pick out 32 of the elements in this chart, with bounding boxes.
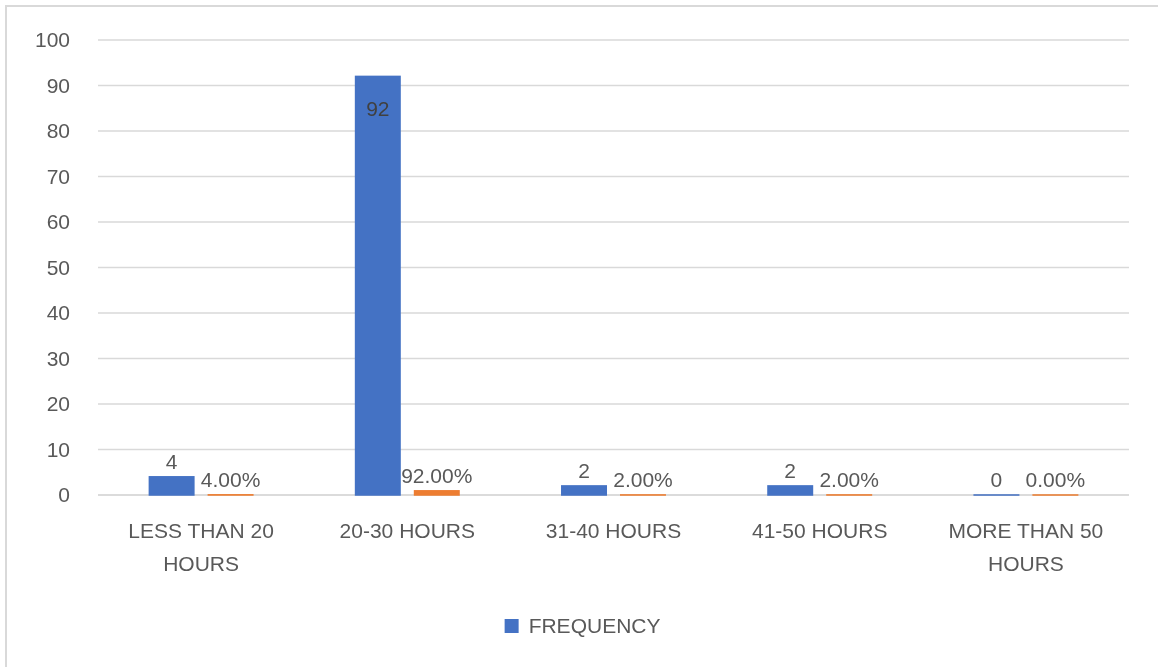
y-tick-label: 50 [46, 255, 70, 279]
y-tick-label: 70 [46, 164, 70, 188]
x-tick-label: 20-30 HOURS [339, 519, 475, 542]
data-label: 4.00% [200, 467, 261, 491]
bar [148, 476, 195, 496]
bar [767, 485, 814, 496]
x-tick-label: LESS THAN 20 HOURS [128, 519, 274, 575]
y-tick-label: 0 [58, 483, 70, 507]
data-label: 92 [366, 97, 390, 121]
data-label: 92.00% [401, 463, 473, 487]
y-tick-label: 40 [46, 301, 70, 325]
x-tick-label: MORE THAN 50 HOURS [948, 519, 1104, 575]
y-tick-label: 60 [46, 210, 70, 234]
bar [354, 75, 401, 496]
y-tick-label: 100 [34, 28, 70, 52]
x-tick-label: 41-50 HOURS [752, 519, 888, 542]
y-tick-label: 30 [46, 346, 70, 370]
data-label: 0 [990, 468, 1003, 491]
data-label: 0.00% [1025, 468, 1086, 491]
data-label: 4 [165, 449, 178, 473]
legend-label: FREQUENCY [528, 614, 661, 638]
bar [561, 485, 607, 496]
y-tick-label: 80 [46, 119, 70, 143]
y-tick-label: 20 [46, 392, 70, 416]
bar [413, 490, 460, 496]
data-label: 2 [578, 458, 590, 482]
x-tick-label: 31-40 HOURS [545, 519, 682, 542]
data-label: 2.00% [819, 467, 879, 491]
y-tick-label: 90 [46, 73, 70, 97]
y-tick-label: 10 [46, 437, 70, 461]
data-label: 2.00% [613, 467, 673, 491]
data-label: 2 [784, 458, 797, 482]
